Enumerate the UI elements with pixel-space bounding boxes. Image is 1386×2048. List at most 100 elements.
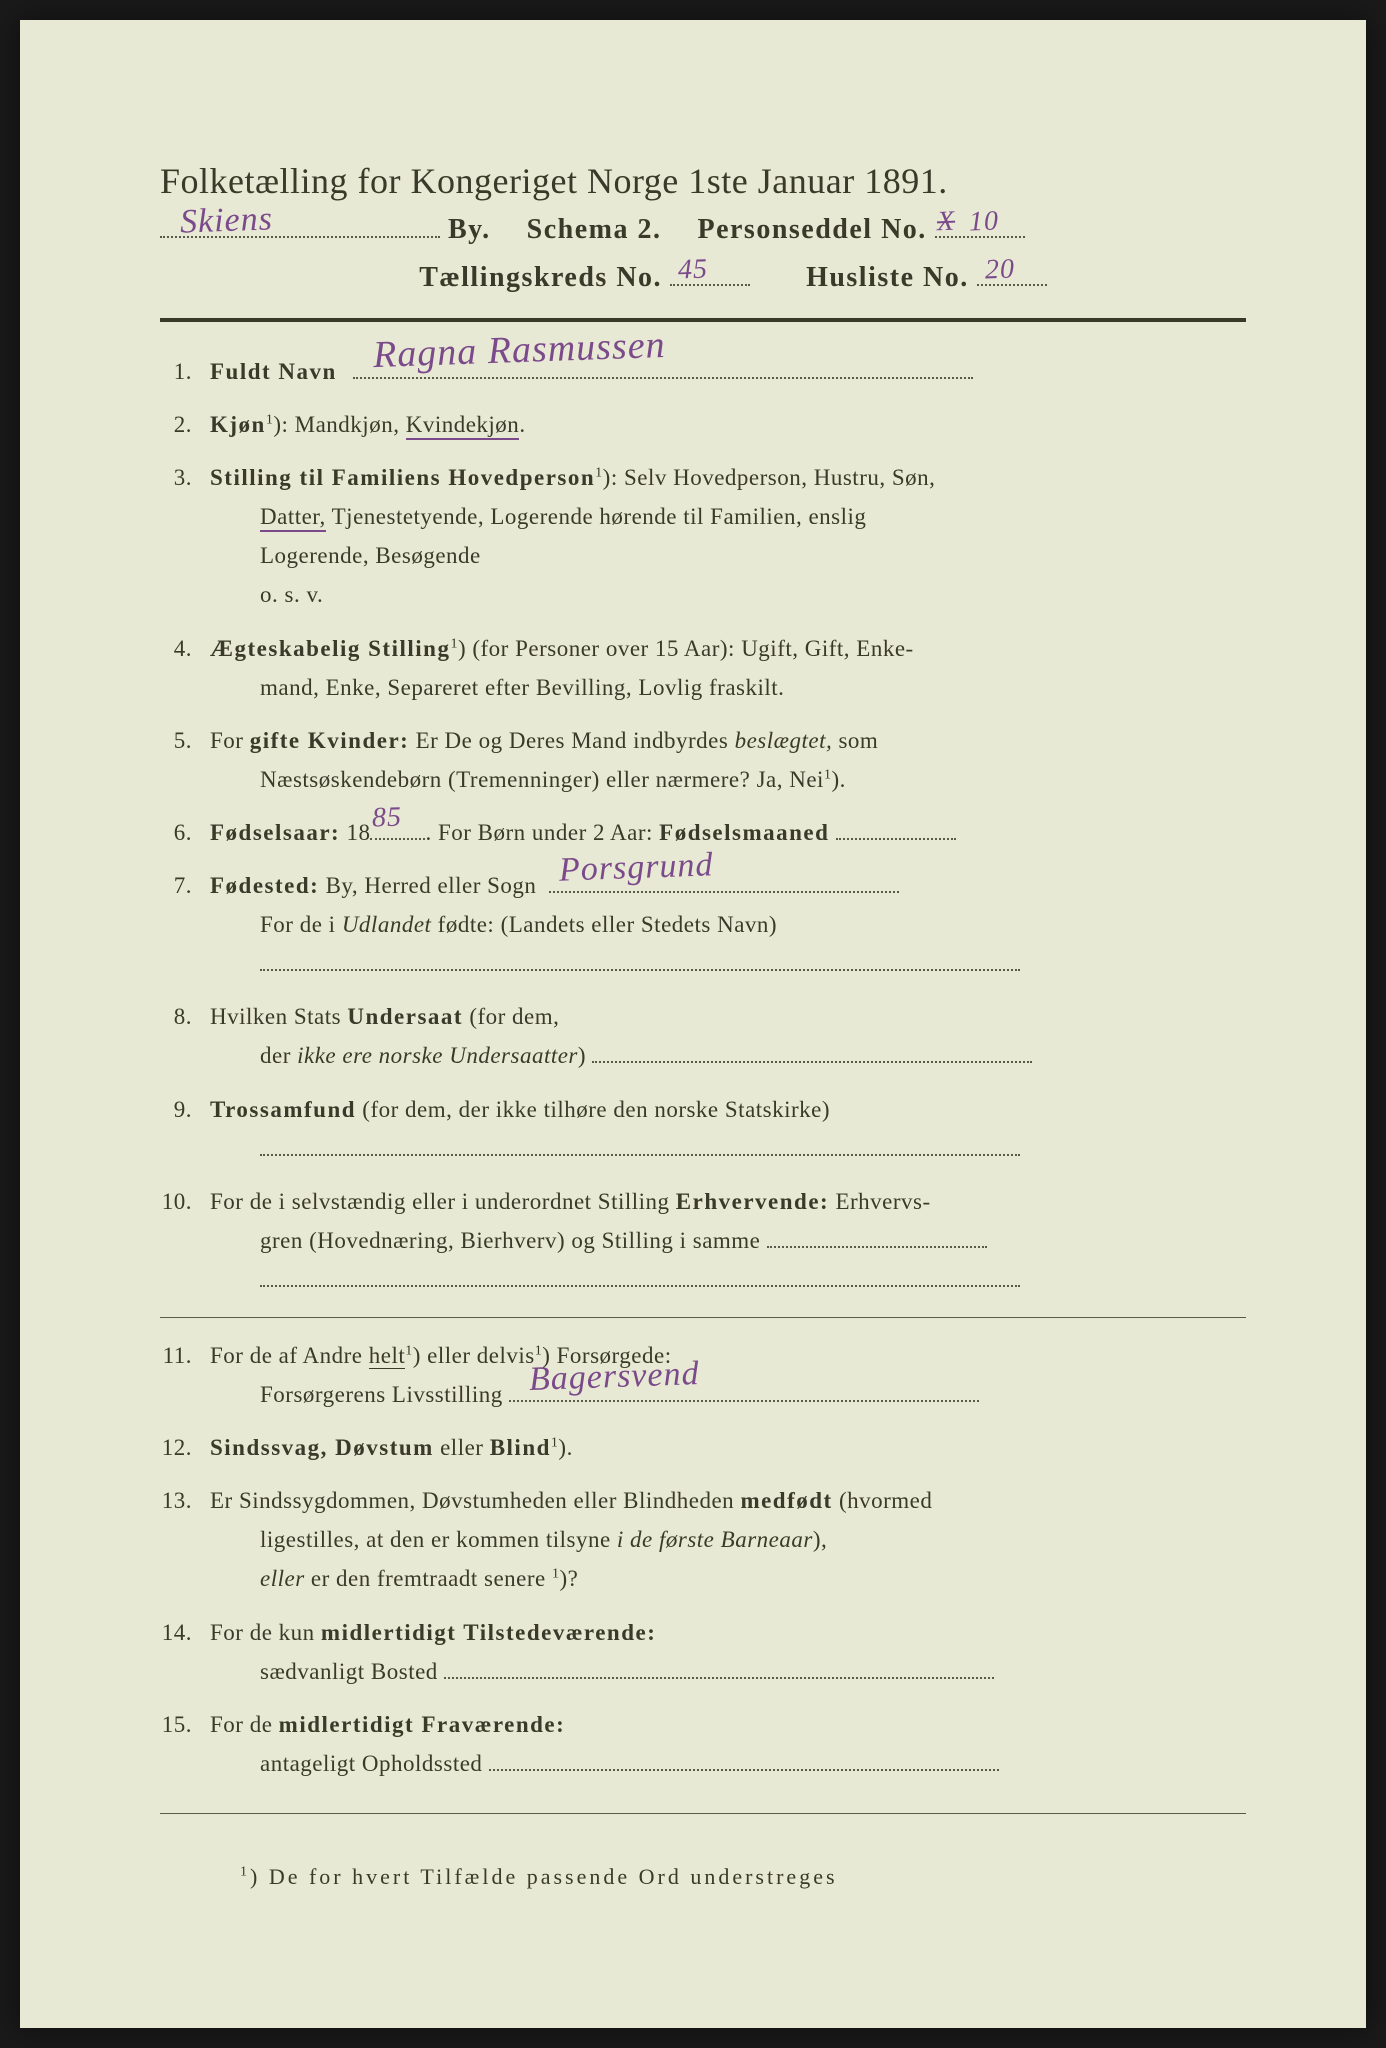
- text: (for dem, der ikke tilhøre den norske St…: [356, 1097, 830, 1122]
- header-line-3: Tællingskreds No. 45 Husliste No. 20: [160, 262, 1246, 294]
- item-label: Ægteskabelig Stilling: [210, 636, 450, 661]
- item-11: 11. For de af Andre helt1) eller delvis1…: [160, 1336, 1246, 1414]
- footnote-text: ) De for hvert Tilfælde passende Ord und…: [250, 1864, 838, 1889]
- item-label: Trossamfund: [210, 1097, 356, 1122]
- item-num: 8.: [160, 997, 210, 1036]
- text: sædvanligt Bosted: [260, 1659, 438, 1684]
- name-field: Ragna Rasmussen: [353, 377, 973, 379]
- line4: o. s. v.: [210, 575, 1246, 614]
- personseddel-struck: X: [936, 206, 955, 239]
- form-header: Folketælling for Kongeriget Norge 1ste J…: [160, 160, 1246, 294]
- item-body: For de kun midlertidigt Tilstedeværende:…: [210, 1613, 1246, 1691]
- line2: antageligt Opholdssted: [210, 1744, 1246, 1783]
- item-13: 13. Er Sindssygdommen, Døvstumheden elle…: [160, 1481, 1246, 1598]
- line2: mand, Enke, Separeret efter Bevilling, L…: [210, 668, 1246, 707]
- item-num: 15.: [160, 1705, 210, 1744]
- provider-hw: Bagersvend: [528, 1345, 700, 1409]
- item-body: For de i selvstændig eller i underordnet…: [210, 1182, 1246, 1299]
- text: Forsørgerens Livsstilling: [260, 1382, 503, 1407]
- sup: 1: [595, 466, 603, 481]
- personseddel-no: 10: [968, 205, 999, 238]
- year-field: 85: [370, 838, 425, 840]
- husliste-field: 20: [977, 284, 1047, 286]
- item-num: 10.: [160, 1182, 210, 1221]
- line2: Næstsøskendebørn (Tremenninger) eller næ…: [210, 760, 1246, 799]
- husliste-no: 20: [984, 253, 1015, 286]
- text: By, Herred eller Sogn: [319, 873, 536, 898]
- item-num: 4.: [160, 629, 210, 668]
- item-label: Undersaat: [347, 1004, 463, 1029]
- text: Tjenestetyende, Logerende hørende til Fa…: [326, 504, 867, 529]
- kreds-no: 45: [678, 253, 709, 286]
- text: som: [832, 728, 878, 753]
- u1: helt: [369, 1343, 406, 1369]
- item-label: Fødested:: [210, 873, 319, 898]
- line3: [210, 944, 1246, 983]
- personseddel-label: Personseddel No.: [697, 214, 926, 246]
- item-3: 3. Stilling til Familiens Hovedperson1):…: [160, 458, 1246, 614]
- citizen-field: [592, 1040, 1032, 1063]
- title-text: Folketælling for Kongeriget Norge 1ste J…: [160, 161, 948, 201]
- occupation-field: [767, 1225, 987, 1248]
- item-label: midlertidigt Fraværende:: [279, 1712, 566, 1737]
- italic: beslægtet,: [735, 728, 833, 753]
- item-label: Kjøn: [210, 412, 266, 437]
- item-label: Stilling til Familiens Hovedperson: [210, 465, 595, 490]
- item-15: 15. For de midlertidigt Fraværende: anta…: [160, 1705, 1246, 1783]
- label2: Blind: [490, 1435, 551, 1460]
- header-line-2: Skiens By. Schema 2. Personseddel No. X …: [160, 214, 1246, 246]
- item-label: gifte Kvinder:: [250, 728, 410, 753]
- footnote: 1) De for hvert Tilfælde passende Ord un…: [160, 1864, 1246, 1890]
- italic: ikke ere norske Undersaatter: [297, 1043, 578, 1068]
- text: Hvilken Stats: [210, 1004, 347, 1029]
- underlined-choice: Datter,: [260, 504, 326, 532]
- item-body: For de af Andre helt1) eller delvis1) Fo…: [210, 1336, 1246, 1414]
- italic: i de første Barneaar: [617, 1527, 813, 1552]
- item-num: 13.: [160, 1481, 210, 1520]
- text: eller: [434, 1435, 490, 1460]
- line2: For de i Udlandet fødte: (Landets eller …: [210, 905, 1246, 944]
- item-label: Fødselsaar:: [210, 820, 340, 845]
- text: ligestilles, at den er kommen tilsyne: [260, 1527, 617, 1552]
- item-num: 2.: [160, 405, 210, 444]
- prefix: For: [210, 728, 250, 753]
- sup: 1: [552, 1567, 560, 1582]
- text: ) eller delvis: [413, 1343, 535, 1368]
- text: Næstsøskendebørn (Tremenninger) eller næ…: [260, 767, 824, 792]
- text: For de i selvstændig eller i underordnet…: [210, 1189, 676, 1214]
- item-num: 3.: [160, 458, 210, 497]
- text: For de i: [260, 912, 342, 937]
- italic: eller: [260, 1566, 305, 1591]
- text: ).: [558, 1435, 572, 1460]
- item-num: 1.: [160, 352, 210, 391]
- item-label: medfødt: [740, 1488, 832, 1513]
- line2: der ikke ere norske Undersaatter): [210, 1036, 1246, 1075]
- main-title: Folketælling for Kongeriget Norge 1ste J…: [160, 160, 1246, 202]
- husliste-label: Husliste No.: [806, 262, 969, 293]
- year-hw: 85: [372, 794, 404, 843]
- item-label: midlertidigt Tilstedeværende:: [321, 1620, 656, 1645]
- text: Er Sindssygdommen, Døvstumheden eller Bl…: [210, 1488, 740, 1513]
- religion-field: [260, 1133, 1020, 1156]
- line3: eller er den fremtraadt senere 1)?: [210, 1559, 1246, 1598]
- item-body: Fødested: By, Herred eller Sogn Porsgrun…: [210, 866, 1246, 983]
- item-num: 14.: [160, 1613, 210, 1652]
- residence-field: [444, 1656, 994, 1679]
- occupation-field-2: [260, 1264, 1020, 1287]
- item-body: Stilling til Familiens Hovedperson1): Se…: [210, 458, 1246, 614]
- item-8: 8. Hvilken Stats Undersaat (for dem, der…: [160, 997, 1246, 1075]
- item-body: Er Sindssygdommen, Døvstumheden eller Bl…: [210, 1481, 1246, 1598]
- text: ): Mandkjøn,: [273, 412, 405, 437]
- text: ).: [831, 767, 845, 792]
- item-body: For gifte Kvinder: Er De og Deres Mand i…: [210, 721, 1246, 799]
- mid-rule: [160, 1317, 1246, 1318]
- item-label: Erhvervende:: [676, 1189, 829, 1214]
- text: gren (Hovednæring, Bierhverv) og Stillin…: [260, 1228, 760, 1253]
- item-body: Hvilken Stats Undersaat (for dem, der ik…: [210, 997, 1246, 1075]
- text: (for dem,: [463, 1004, 559, 1029]
- by-label: By.: [448, 214, 491, 246]
- item-body: Trossamfund (for dem, der ikke tilhøre d…: [210, 1090, 1246, 1168]
- text: For de af Andre: [210, 1343, 369, 1368]
- city-handwritten: Skiens: [179, 200, 273, 241]
- text: Erhvervs-: [829, 1189, 930, 1214]
